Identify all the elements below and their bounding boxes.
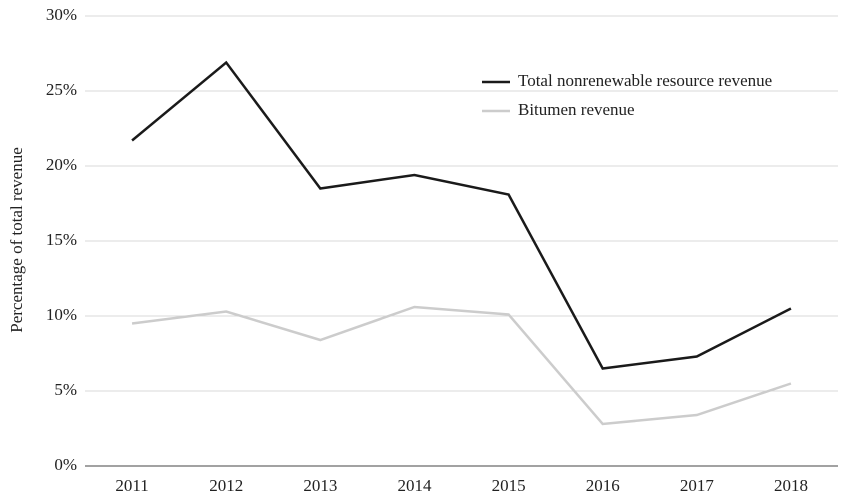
y-tick-label: 25% <box>46 80 77 99</box>
y-axis-label: Percentage of total revenue <box>7 147 26 333</box>
y-tick-label: 5% <box>54 380 77 399</box>
y-tick-label: 15% <box>46 230 77 249</box>
x-tick-label: 2017 <box>680 476 715 495</box>
y-tick-label: 0% <box>54 455 77 474</box>
y-tick-label: 10% <box>46 305 77 324</box>
y-tick-label: 30% <box>46 5 77 24</box>
x-tick-label: 2015 <box>492 476 526 495</box>
legend-label: Bitumen revenue <box>518 100 635 119</box>
x-tick-label: 2011 <box>115 476 148 495</box>
y-tick-label: 20% <box>46 155 77 174</box>
line-series <box>131 305 792 426</box>
legend-label: Total nonrenewable resource revenue <box>518 71 772 90</box>
x-tick-label: 2016 <box>586 476 620 495</box>
line-series <box>131 60 792 370</box>
x-tick-label: 2013 <box>303 476 337 495</box>
x-tick-label: 2014 <box>397 476 432 495</box>
x-tick-label: 2018 <box>774 476 808 495</box>
x-tick-label: 2012 <box>209 476 243 495</box>
